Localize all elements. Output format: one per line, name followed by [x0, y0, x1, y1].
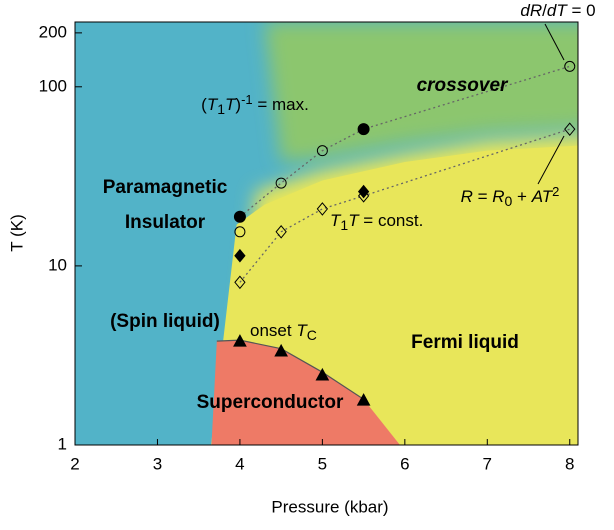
annotation-part: = max.	[253, 95, 309, 114]
annotation-part: 1	[217, 101, 225, 117]
annotation-part: AT	[531, 187, 554, 206]
x-tick-label: 6	[400, 454, 409, 473]
annotation: Superconductor	[197, 392, 344, 413]
annotation-part: = 0	[567, 1, 596, 20]
crossover-region	[264, 22, 578, 163]
circle-marker	[357, 123, 370, 136]
regions	[75, 22, 578, 445]
x-axis-label: Pressure (kbar)	[271, 497, 388, 516]
annotation-part: Paramagnetic	[103, 177, 228, 198]
y-tick-label: 100	[39, 76, 67, 95]
annotation-part: Superconductor	[197, 392, 344, 413]
circle-marker	[316, 145, 328, 157]
triangle-marker	[315, 367, 330, 381]
annotation-part: -1	[241, 92, 253, 107]
annotation-part: 0	[505, 193, 513, 209]
annotation-part: crossover	[417, 75, 509, 96]
annotation-part: T	[296, 321, 308, 340]
superconductor-region	[211, 340, 400, 445]
circle-marker	[233, 210, 246, 223]
triangle-marker	[233, 334, 247, 347]
annotation-part: = const.	[359, 211, 424, 230]
annotation-part: Fermi liquid	[411, 332, 519, 353]
annotation-part: T	[330, 211, 342, 230]
x-tick-label: 5	[318, 454, 327, 473]
y-tick-label: 200	[39, 22, 67, 41]
triangle-marker	[274, 343, 288, 357]
annotation-part: +	[512, 187, 531, 206]
diamond-marker	[234, 248, 246, 263]
annotation: crossover	[417, 75, 509, 96]
annotation-part: dR	[520, 1, 542, 20]
y-axis-label: T (K)	[7, 214, 26, 251]
annotation-part: R	[492, 187, 504, 206]
annotation: (Spin liquid)	[110, 311, 220, 332]
annotation: Fermi liquid	[411, 332, 519, 353]
annotation-part: /	[542, 1, 547, 20]
leader-line	[537, 135, 565, 185]
marks	[233, 60, 576, 406]
annotation: (T1T)-1 = max.	[201, 92, 309, 117]
circle-marker	[275, 177, 287, 189]
y-tick-label: 1	[58, 434, 67, 453]
annotation: onset TC	[250, 321, 317, 342]
plot-frame	[74, 21, 579, 446]
annotation-part: 1	[340, 217, 348, 233]
circle-marker	[234, 226, 246, 238]
annotation-part: C	[307, 327, 317, 343]
annotation: dR/dT = 0	[520, 1, 595, 20]
annotation-part: (Spin liquid)	[110, 311, 220, 332]
triangle-marker	[356, 393, 371, 406]
circle-marker	[564, 60, 576, 72]
annotation: Paramagnetic	[103, 177, 228, 198]
diamond-marker	[234, 275, 246, 290]
dotted-line	[239, 65, 570, 218]
annotation-part: =	[473, 187, 492, 206]
annotation-part: )	[235, 95, 241, 114]
leader-line	[544, 23, 565, 61]
diamond-marker	[316, 202, 329, 216]
annotation: Insulator	[125, 212, 206, 233]
annotation-part: onset	[250, 321, 296, 340]
annotation-part: T	[225, 95, 237, 114]
x-tick-label: 4	[235, 454, 244, 473]
x-tick-label: 2	[70, 454, 79, 473]
diamond-marker	[357, 184, 370, 199]
y-tick-label: 10	[48, 255, 67, 274]
x-tick-label: 3	[153, 454, 162, 473]
x-tick-label: 7	[483, 454, 492, 473]
diamond-marker	[275, 225, 287, 239]
annotation: T1T = const.	[330, 211, 423, 232]
annotation-part: (	[201, 95, 207, 114]
annotation-part: 2	[552, 184, 559, 199]
x-tick-label: 8	[565, 454, 574, 473]
annotation-part: R	[461, 187, 473, 206]
annotation: R = R0 + AT2	[461, 184, 560, 209]
diamond-marker	[564, 122, 576, 136]
annotation-part: T	[207, 95, 219, 114]
annotation-part: Insulator	[125, 212, 206, 233]
annotation-part: T	[348, 211, 360, 230]
annotation-part: dT	[547, 1, 568, 20]
